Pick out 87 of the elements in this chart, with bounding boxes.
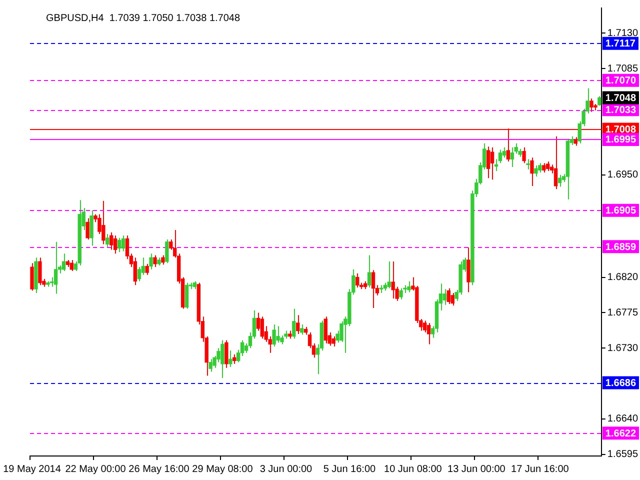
candlestick xyxy=(153,254,157,268)
candlestick xyxy=(423,320,427,333)
ref-line-label: 1.7008 xyxy=(605,124,636,136)
candlestick xyxy=(490,146,494,180)
x-tick-label: 3 Jun 00:00 xyxy=(260,464,313,475)
candlestick xyxy=(522,146,526,164)
x-tick-label: 13 Jun 00:00 xyxy=(448,464,506,475)
x-tick-label: 26 May 16:00 xyxy=(128,464,190,475)
candlestick xyxy=(300,324,304,336)
candlestick xyxy=(30,262,34,292)
candlestick xyxy=(145,263,149,276)
candlestick xyxy=(125,235,130,260)
candlestick xyxy=(90,210,94,246)
candlestick xyxy=(276,326,280,344)
candlestick xyxy=(110,232,114,250)
candlestick xyxy=(356,272,360,288)
x-tick-label: 29 May 08:00 xyxy=(192,464,254,475)
candlestick xyxy=(296,314,300,334)
ref-line-label: 1.6859 xyxy=(605,242,636,253)
y-tick-label: 1.7085 xyxy=(607,63,638,74)
candlestick xyxy=(546,161,550,172)
text: GBPUSD,H4 1.7039 1.7050 1.7038 1.7048 xyxy=(46,12,240,24)
y-tick-label: 1.6730 xyxy=(607,342,638,354)
ref-line-label: 1.7070 xyxy=(605,76,636,87)
ref-line-label: 1.6995 xyxy=(605,134,636,146)
x-tick-label: 22 May 00:00 xyxy=(65,464,126,475)
candlestick xyxy=(387,261,391,289)
candlestick xyxy=(149,253,153,270)
ref-line-label: 1.7033 xyxy=(605,104,636,116)
candlestick xyxy=(371,270,376,308)
candlestick xyxy=(137,266,141,282)
y-tick-label: 1.6820 xyxy=(607,272,638,284)
ref-line-label: 1.7117 xyxy=(605,38,636,50)
annotation: 1.7048 xyxy=(605,93,636,104)
candlestick xyxy=(272,324,276,348)
candlestick xyxy=(220,340,224,379)
candlestick xyxy=(534,164,538,177)
candlestick xyxy=(184,282,189,310)
y-tick-label: 1.7130 xyxy=(607,28,638,39)
candlestick xyxy=(526,158,530,170)
candlestick xyxy=(161,254,165,266)
candlestick xyxy=(391,261,395,300)
candlestick xyxy=(538,162,542,174)
candlestick xyxy=(446,288,450,305)
candlestick xyxy=(208,358,212,372)
candlestick xyxy=(399,288,403,300)
candlestick xyxy=(102,200,106,245)
candlestick xyxy=(133,257,137,286)
y-tick-label: 1.6775 xyxy=(607,307,638,318)
candlestick xyxy=(542,162,546,174)
candlestick xyxy=(442,288,447,306)
candlestick xyxy=(106,233,110,248)
y-tick-label: 1.6595 xyxy=(607,449,638,460)
candlestick xyxy=(530,157,534,186)
candlestick xyxy=(54,241,58,294)
candlestick xyxy=(426,322,431,345)
candlestick xyxy=(121,235,126,252)
candlestick xyxy=(558,174,562,188)
candlestick xyxy=(598,96,602,106)
candlestick xyxy=(38,257,42,286)
candlestick xyxy=(407,280,411,293)
candlestick xyxy=(324,316,328,344)
x-tick-label: 10 Jun 08:00 xyxy=(384,464,442,475)
y-tick-label: 1.6640 xyxy=(607,414,638,425)
candlestick xyxy=(332,336,336,348)
candlestick xyxy=(117,237,122,253)
candlestick xyxy=(165,238,169,264)
ref-line-label: 1.6905 xyxy=(605,206,636,217)
ref-line-label: 1.6686 xyxy=(605,378,636,390)
y-tick-label: 1.6950 xyxy=(607,170,638,181)
x-tick-label: 19 May 2014 xyxy=(3,464,62,475)
candlestick xyxy=(590,98,594,112)
candlestick xyxy=(260,316,264,340)
ref-line-label: 1.6622 xyxy=(605,428,636,440)
x-tick-label: 5 Jun 16:00 xyxy=(323,464,376,475)
candlestick xyxy=(367,254,372,288)
candlestick xyxy=(510,146,514,168)
candlestick xyxy=(554,136,558,190)
candlestick xyxy=(114,235,118,254)
candlestick xyxy=(466,246,470,293)
candlestick xyxy=(224,340,228,368)
candlestick xyxy=(62,253,66,272)
x-tick-label: 17 Jun 16:00 xyxy=(510,464,570,475)
candlestick xyxy=(292,308,296,340)
candlestick xyxy=(86,218,90,240)
candlestick xyxy=(486,146,490,179)
candlestick xyxy=(450,292,454,306)
